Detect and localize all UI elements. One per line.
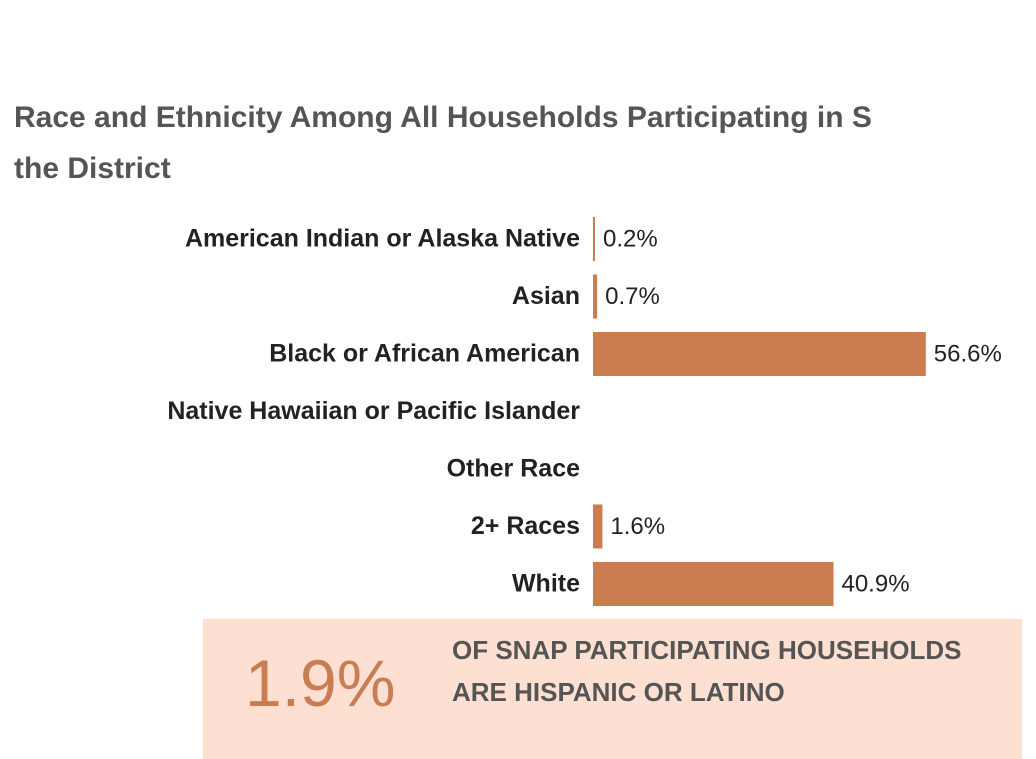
category-label: American Indian or Alaska Native bbox=[185, 225, 580, 253]
category-label: Black or African American bbox=[269, 340, 580, 368]
value-label: 40.9% bbox=[841, 570, 909, 597]
category-label: Native Hawaiian or Pacific Islander bbox=[167, 397, 580, 425]
bar bbox=[593, 332, 926, 376]
callout-value: 1.9% bbox=[245, 646, 396, 720]
bar bbox=[593, 217, 595, 261]
chart: American Indian or Alaska Native 0.2% Asia… bbox=[167, 217, 1002, 606]
chart-title: Race and Ethnicity Among All Households … bbox=[14, 101, 872, 185]
value-label: 56.6% bbox=[934, 340, 1002, 367]
category-label: Asian bbox=[512, 282, 580, 310]
category-label: Other Race bbox=[447, 455, 580, 483]
category-label: White bbox=[512, 570, 580, 598]
bar bbox=[593, 274, 598, 319]
value-label: 0.7% bbox=[605, 283, 660, 310]
bar bbox=[593, 562, 834, 606]
bar bbox=[593, 504, 603, 549]
callout-card: 1.9% OF SNAP PARTICIPATING HOUSEHOLDS AR… bbox=[203, 619, 1022, 759]
callout-text: OF SNAP PARTICIPATING HOUSEHOLDS ARE HIS… bbox=[452, 635, 962, 707]
value-label: 0.2% bbox=[603, 225, 658, 252]
category-label: 2+ Races bbox=[471, 512, 580, 540]
value-label: 1.6% bbox=[610, 513, 665, 540]
